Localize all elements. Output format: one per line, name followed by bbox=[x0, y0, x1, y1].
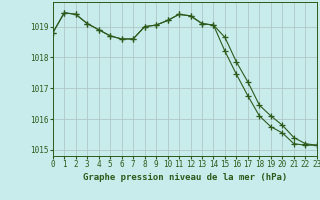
X-axis label: Graphe pression niveau de la mer (hPa): Graphe pression niveau de la mer (hPa) bbox=[83, 173, 287, 182]
